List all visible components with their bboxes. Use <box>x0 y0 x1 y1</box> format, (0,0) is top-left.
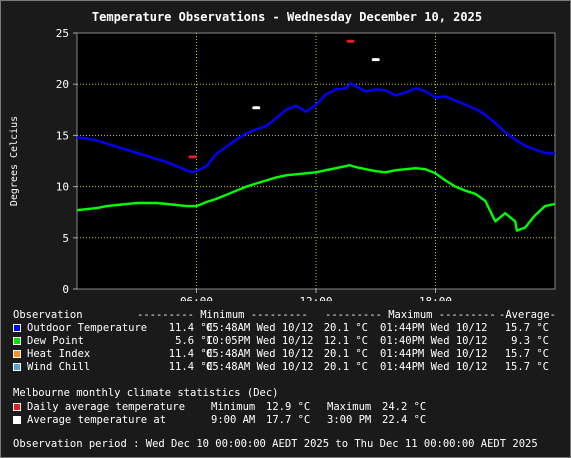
temperature-chart: Temperature Observations - Wednesday Dec… <box>9 10 556 301</box>
legend-average: 15.7 °C <box>504 322 549 334</box>
y-tick-label-0: 0 <box>62 283 69 296</box>
climate-daily-row: Daily average temperature Minimum 12.9 °… <box>13 401 563 414</box>
legend-average: 9.3 °C <box>511 335 549 347</box>
grid-lines <box>77 33 555 289</box>
climate-avgat-row: Average temperature at 9:00 AM 17.7 °C 3… <box>13 414 563 427</box>
legend-max-time: 01:44PM Wed 10/12 <box>380 361 488 373</box>
legend-label: Dew Point <box>27 335 84 347</box>
marker-average-temperature-at-0 <box>252 106 261 110</box>
legend-header: Observation --------- Minimum --------- … <box>13 309 563 322</box>
daily-min-label: Minimum <box>211 401 256 413</box>
y-tick-label-15: 15 <box>56 129 69 142</box>
legend-max-time: 01:40PM Wed 10/12 <box>380 335 488 347</box>
legend-label: Outdoor Temperature <box>27 322 148 334</box>
series-line-outdoor-temperature <box>76 81 556 174</box>
legend-max-value: 12.1 °C <box>323 335 368 347</box>
legend-swatch <box>13 324 21 332</box>
average-at-swatch <box>13 416 21 424</box>
marker-daily-average-temperature-1 <box>346 39 355 43</box>
daily-average-label: Daily average temperature <box>27 401 186 413</box>
legend-average: 15.7 °C <box>504 361 549 373</box>
legend-label: Wind Chill <box>27 361 91 373</box>
average-at-label: Average temperature at <box>27 414 167 426</box>
x-tick-label-18:00: 18:00 <box>419 295 452 301</box>
legend-row-heat-index: Heat Index 11.4 °C 05:48AM Wed 10/12 20.1 °… <box>13 348 563 361</box>
average-at-value1: 17.7 °C <box>266 414 311 426</box>
series-line-dew-point <box>76 163 556 232</box>
legend-min-value: 5.6 °C <box>175 335 213 347</box>
y-tick-label-20: 20 <box>56 78 69 91</box>
legend-label: Heat Index <box>27 348 91 360</box>
legend-max-value: 20.1 °C <box>323 348 368 360</box>
y-axis-label: Degrees Celcius <box>9 116 20 206</box>
legend-min-value: 11.4 °C <box>168 322 213 334</box>
legend-min-value: 11.4 °C <box>168 361 213 373</box>
marker-group <box>188 39 380 159</box>
average-at-value2: 22.4 °C <box>382 414 427 426</box>
climate-heading: Melbourne monthly climate statistics (De… <box>13 387 279 399</box>
y-axis-ticks: 0 5 10 15 20 25 <box>56 27 77 296</box>
header-maximum: --------- Maximum --------- <box>325 309 496 321</box>
daily-average-swatch <box>13 403 21 411</box>
legend-max-value: 20.1 °C <box>323 361 368 373</box>
average-at-time2: 3:00 PM <box>327 414 372 426</box>
series-group <box>76 81 556 232</box>
x-tick-label-12:00: 12:00 <box>299 295 332 301</box>
header-minimum: --------- Minimum --------- <box>137 309 308 321</box>
legend-max-value: 20.1 °C <box>323 322 368 334</box>
y-tick-label-10: 10 <box>56 181 69 194</box>
legend-min-time: 05:48AM Wed 10/12 <box>206 322 314 334</box>
legend-min-value: 11.4 °C <box>168 348 213 360</box>
legend-row-wind-chill: Wind Chill 11.4 °C 05:48AM Wed 10/12 20.1 °… <box>13 361 563 374</box>
legend-swatch <box>13 337 21 345</box>
daily-max-value: 24.2 °C <box>382 401 427 413</box>
legend-min-time: 05:48AM Wed 10/12 <box>206 361 314 373</box>
header-average: -Average- <box>499 309 556 321</box>
daily-min-value: 12.9 °C <box>266 401 311 413</box>
daily-max-label: Maximum <box>327 401 372 413</box>
marker-daily-average-temperature-0 <box>188 155 197 159</box>
plot-area <box>76 32 556 290</box>
legend-average: 15.7 °C <box>504 348 549 360</box>
legend-max-time: 01:44PM Wed 10/12 <box>380 348 488 360</box>
average-at-time1: 9:00 AM <box>211 414 256 426</box>
legend-max-time: 01:44PM Wed 10/12 <box>380 322 488 334</box>
legend-row-dew-point: Dew Point 5.6 °C 10:05PM Wed 10/12 12.1 °C 0… <box>13 335 563 348</box>
legend-swatch <box>13 350 21 358</box>
observation-period: Observation period : Wed Dec 10 00:00:00… <box>13 438 538 450</box>
x-tick-label-06:00: 06:00 <box>180 295 213 301</box>
chart-title: Temperature Observations - Wednesday Dec… <box>92 10 482 24</box>
y-tick-label-25: 25 <box>56 27 69 40</box>
marker-average-temperature-at-1 <box>371 58 380 62</box>
x-axis-ticks: 06:00 12:00 18:00 <box>180 289 452 301</box>
legend-swatch <box>13 363 21 371</box>
legend-min-time: 10:05PM Wed 10/12 <box>206 335 314 347</box>
legend-row-outdoor-temperature: Outdoor Temperature 11.4 °C 05:48AM Wed 10… <box>13 322 563 335</box>
y-tick-label-5: 5 <box>62 232 69 245</box>
legend-min-time: 05:48AM Wed 10/12 <box>206 348 314 360</box>
header-observation: Observation <box>13 309 83 321</box>
